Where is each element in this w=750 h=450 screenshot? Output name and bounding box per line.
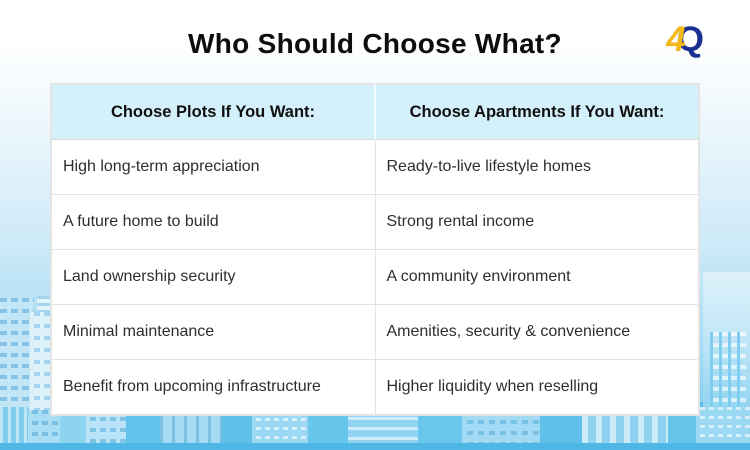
logo-4-glyph: 4 [666,20,686,59]
table-row: A future home to build Strong rental inc… [51,194,699,250]
table-cell-apartments: A community environment [374,249,699,305]
comparison-table: Choose Plots If You Want: Choose Apartme… [51,84,699,415]
table-head: Choose Plots If You Want: Choose Apartme… [51,84,699,140]
table-row: Land ownership security A community envi… [51,249,699,305]
table-body: High long-term appreciation Ready-to-liv… [51,139,699,415]
logo-q-glyph: Q [676,20,704,59]
table-header-plots: Choose Plots If You Want: [51,84,376,140]
skyline-building [696,407,750,443]
skyline-building [582,411,668,443]
table-cell-apartments: Strong rental income [374,194,699,250]
page-title: Who Should Choose What? [188,28,562,59]
table-header-row: Choose Plots If You Want: Choose Apartme… [51,84,699,140]
table-cell-apartments: Amenities, security & convenience [374,304,699,360]
table-cell-plots: A future home to build [51,194,376,250]
skyline-building [28,410,60,443]
table-header-apartments: Choose Apartments If You Want: [374,84,699,140]
table-cell-apartments: Ready-to-live lifestyle homes [374,139,699,195]
table-cell-apartments: Higher liquidity when reselling [374,359,699,415]
skyline-building [0,407,28,443]
table-cell-plots: Land ownership security [51,249,376,305]
table-cell-plots: High long-term appreciation [51,139,376,195]
table-row: High long-term appreciation Ready-to-liv… [51,139,699,195]
skyline-building [60,413,86,443]
brand-logo: 4Q [666,22,704,57]
skyline-base-bar [0,443,750,450]
skyline-bottom-strip [0,402,750,450]
table-cell-plots: Minimal maintenance [51,304,376,360]
table-cell-plots: Benefit from upcoming infrastructure [51,359,376,415]
table-row: Minimal maintenance Amenities, security … [51,304,699,360]
table-row: Benefit from upcoming infrastructure Hig… [51,359,699,415]
